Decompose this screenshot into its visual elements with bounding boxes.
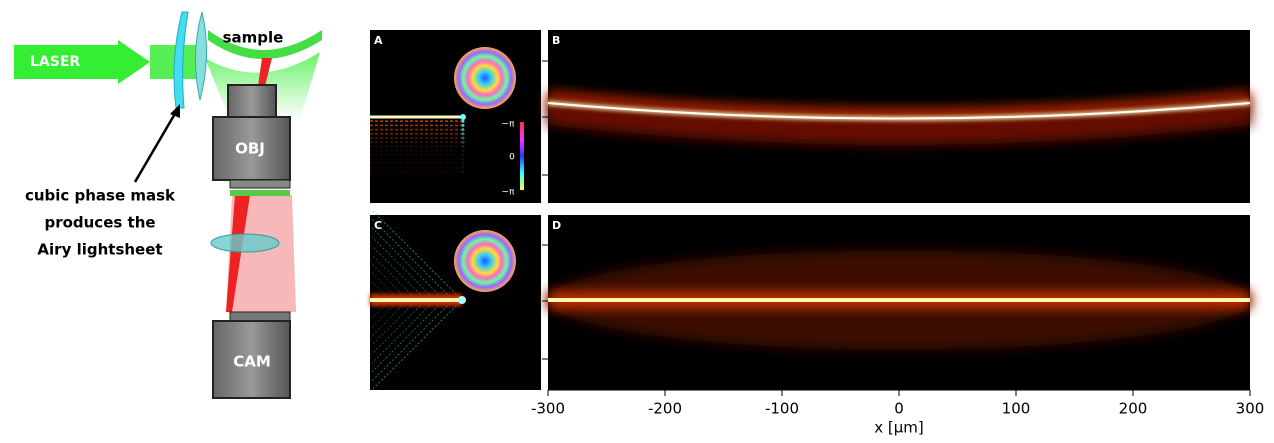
airy-lobe	[371, 209, 463, 301]
beam-core	[547, 102, 1251, 120]
phase-inset	[454, 230, 516, 292]
x-axis: x [µm] -300 -200 -100 0 100 200 300	[531, 389, 1265, 437]
colorbar	[520, 122, 524, 190]
airy-lobe	[371, 299, 427, 355]
airy-lobe	[371, 299, 436, 364]
airy-dot	[461, 149, 465, 153]
airy-dot	[461, 157, 465, 161]
camera-body	[212, 320, 291, 399]
red-beam	[226, 195, 250, 312]
airy-dot	[461, 132, 465, 136]
airy-lobe	[371, 218, 454, 301]
x-tick-label: -200	[648, 400, 682, 418]
pointer-line	[133, 111, 178, 183]
caption-line: Airy lightsheet	[37, 241, 162, 259]
airy-dot	[461, 128, 465, 132]
airy-dot	[461, 136, 465, 140]
airy-lobe	[371, 299, 454, 382]
setup-schematic: LASER sample OBJ CAM cubic phase mask pr…	[14, 11, 322, 399]
airy-dot	[461, 170, 465, 174]
airy-dot	[461, 123, 465, 127]
caption-line: cubic phase mask	[25, 187, 176, 205]
x-tick-label: 300	[1236, 400, 1265, 418]
airy-dot	[461, 119, 465, 123]
panel-letter: D	[552, 219, 561, 232]
cam-label: CAM	[233, 353, 271, 371]
laser-arrow	[14, 40, 150, 84]
airy-dot	[460, 114, 466, 120]
colorbar-label: −π	[502, 188, 516, 198]
airy-lobe	[371, 236, 436, 301]
airy-lobe	[371, 299, 418, 346]
x-tick-label: 100	[1002, 400, 1031, 418]
panel-letter: C	[374, 219, 382, 232]
airy-lobe	[371, 254, 418, 301]
beam-side-lobes	[546, 95, 1252, 145]
sample-surface	[208, 30, 322, 59]
airy-dot	[461, 140, 465, 144]
x-tick-label: 200	[1119, 400, 1148, 418]
caption-line: produces the	[44, 214, 155, 232]
x-tick-label: -300	[531, 400, 565, 418]
beam-core	[370, 298, 462, 302]
airy-lobe	[371, 299, 463, 391]
lens	[195, 11, 207, 101]
emission	[258, 58, 272, 86]
tube-lens	[210, 233, 280, 253]
camera-top	[229, 311, 291, 322]
airy-dot	[461, 144, 465, 148]
panel-letter: B	[552, 34, 560, 47]
laser-label: LASER	[30, 54, 80, 70]
phase-mask	[173, 11, 189, 109]
sample-label: sample	[223, 29, 284, 47]
airy-lobe	[371, 299, 445, 373]
x-tick-label: -100	[765, 400, 799, 418]
beam-core	[548, 298, 1250, 302]
airy-dot	[461, 153, 465, 157]
x-axis-label: x [µm]	[874, 419, 924, 437]
obj-label: OBJ	[235, 140, 265, 158]
colorbar-label: 0	[509, 153, 515, 163]
panel-letter: A	[374, 34, 383, 47]
x-tick-label: 0	[894, 400, 904, 418]
colorbar-label: −π	[502, 120, 516, 130]
beam-focus	[458, 296, 466, 304]
airy-lobe	[371, 227, 445, 301]
objective-base	[229, 179, 291, 189]
panels: −π 0 −π A B C D	[370, 30, 1252, 391]
filter	[230, 190, 290, 196]
pointer-head	[170, 104, 180, 118]
objective-body	[212, 116, 291, 181]
objective-top	[227, 84, 277, 118]
airy-lobe	[371, 245, 427, 301]
phase-inset	[454, 47, 516, 109]
airy-dot	[461, 165, 465, 169]
airy-dot	[461, 161, 465, 165]
y-ticks	[542, 60, 548, 360]
